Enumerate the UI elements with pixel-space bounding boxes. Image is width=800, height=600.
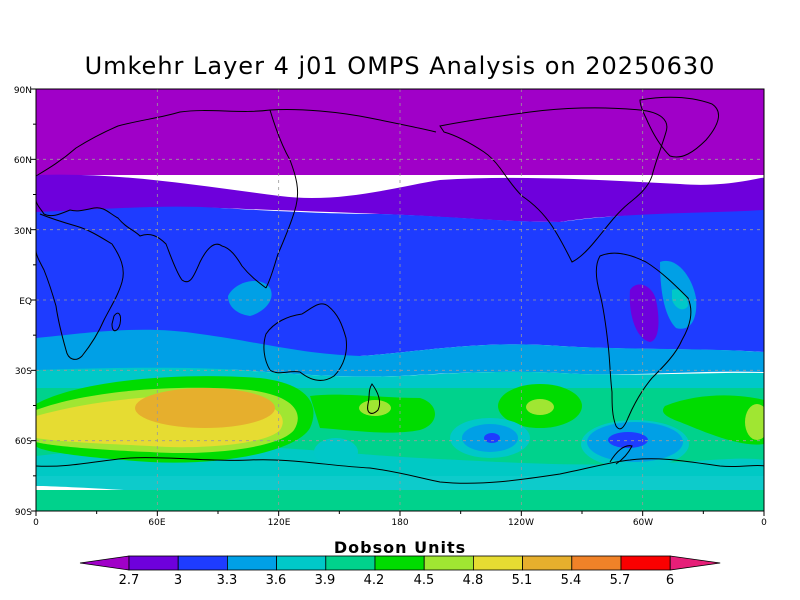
colorbar-swatch	[522, 555, 573, 571]
coast-new-zealand	[367, 383, 381, 414]
ring-south-atlantic	[662, 395, 764, 445]
colorbar-swatch	[374, 555, 425, 571]
axis-ticks	[31, 88, 765, 516]
colorbar-swatch	[325, 555, 376, 571]
colorbar-swatch	[472, 555, 523, 571]
lon-label: 0	[33, 518, 39, 528]
colorbar-tick-label: 5.4	[561, 573, 582, 588]
page-title: Umkehr Layer 4 j01 OMPS Analysis on 2025…	[84, 52, 716, 80]
colorbar-tick-label: 5.1	[512, 573, 533, 588]
coast-antarctica	[36, 457, 764, 484]
band-south-tropics	[36, 329, 764, 377]
min-south-atlantic-core	[608, 432, 648, 448]
lon-label: 120W	[508, 518, 534, 528]
colorbar-tick-label: 3.9	[315, 573, 336, 588]
max-east-pacific	[526, 399, 554, 415]
colorbar-tick-label: 4.5	[414, 573, 435, 588]
min-amazon	[629, 284, 659, 342]
colorbar-arrow-high	[669, 555, 721, 571]
coast-north-america	[439, 107, 668, 263]
coast-antarctic-peninsula	[609, 445, 633, 465]
map-grid	[36, 89, 764, 511]
colorbar-swatch	[128, 555, 179, 571]
colorbar-tick-label: 4.2	[364, 573, 385, 588]
coast-madagascar	[111, 312, 121, 332]
colorbar-tick-label: 4.8	[463, 573, 484, 588]
colorbar-swatch	[177, 555, 228, 571]
lon-label: 60W	[633, 518, 653, 528]
max-indian-ocean	[135, 388, 275, 428]
lat-axis-labels: 90N 60N 30N EQ 30S 60S 90S	[14, 86, 32, 518]
lat-label: 90S	[15, 508, 32, 518]
coast-australia	[263, 303, 347, 381]
lat-label: 60S	[15, 437, 32, 447]
colorbar-title: Dobson Units	[334, 538, 466, 557]
colorbar-swatch	[276, 555, 327, 571]
lon-label: 180	[391, 518, 408, 528]
coastlines	[36, 96, 764, 484]
colorbar-swatch	[423, 555, 474, 571]
band-polar-south	[36, 490, 764, 511]
lat-label: EQ	[19, 297, 32, 307]
lat-label: 60N	[14, 156, 32, 166]
colorbar-swatch	[226, 555, 277, 571]
coast-europe-asia	[36, 108, 437, 289]
coast-africa	[36, 213, 124, 360]
coast-south-america	[595, 252, 692, 430]
lon-label: 120E	[268, 518, 291, 528]
colorbar-swatch	[571, 555, 622, 571]
blob-maritime-continent	[228, 281, 272, 316]
patch-new-zealand	[359, 400, 391, 416]
min-tasman	[314, 438, 358, 466]
colorbar-tick-label: 3	[174, 573, 182, 588]
colorbar-labels: 2.7 3 3.3 3.6 3.9 4.2 4.5 4.8 5.1 5.4 5.…	[119, 573, 674, 588]
lat-label: 30N	[14, 227, 32, 237]
coast-greenland	[639, 96, 720, 158]
colorbar-tick-label: 5.7	[610, 573, 631, 588]
colorbar-tick-label: 6	[666, 573, 674, 588]
colorbar-swatch	[620, 555, 671, 571]
lon-axis-labels: 0 60E 120E 180 120W 60W 0	[33, 518, 767, 528]
max-south-atlantic	[745, 404, 764, 440]
colorbar	[79, 555, 721, 571]
lat-label: 30S	[15, 367, 32, 377]
min-pacific-core	[484, 433, 500, 443]
lon-label: 0	[761, 518, 767, 528]
band-northern-midlat	[36, 174, 764, 225]
colorbar-tick-label: 3.6	[266, 573, 287, 588]
colorbar-arrow-low	[79, 555, 130, 571]
colorbar-tick-label: 3.3	[217, 573, 238, 588]
lat-label: 90N	[14, 86, 32, 96]
colorbar-tick-label: 2.7	[119, 573, 140, 588]
lon-label: 60E	[148, 518, 165, 528]
